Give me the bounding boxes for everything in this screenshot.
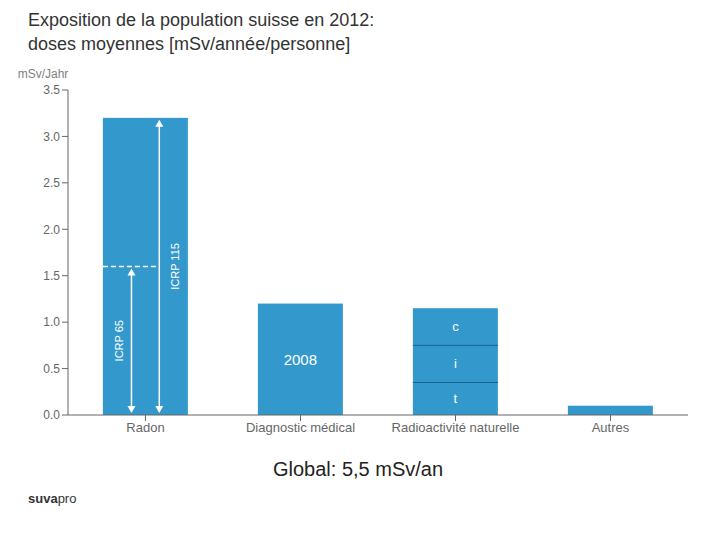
- svg-text:Radioactivité naturelle: Radioactivité naturelle: [392, 420, 520, 435]
- html-text:doses moyennes [mSv/année/pers: doses moyennes [mSv/année/personne]: [28, 34, 351, 54]
- svg-text:0.0: 0.0: [43, 408, 60, 422]
- svg-text:2.5: 2.5: [43, 176, 60, 190]
- svg-text:Diagnostic médical: Diagnostic médical: [246, 420, 355, 435]
- svg-text:mSv/Jahr: mSv/Jahr: [18, 67, 69, 81]
- svg-text:Radon: Radon: [126, 420, 164, 435]
- svg-text:0.5: 0.5: [43, 362, 60, 376]
- svg-text:c: c: [452, 319, 459, 334]
- svg-text:3.0: 3.0: [43, 130, 60, 144]
- html-text:Global: 5,5 mSv/an: Global: 5,5 mSv/an: [273, 458, 443, 480]
- html-text:Exposition de la population su: Exposition de la population suisse en 20…: [28, 10, 375, 30]
- svg-text:ICRP 65: ICRP 65: [113, 320, 125, 361]
- svg-text:Autres: Autres: [592, 420, 630, 435]
- svg-text:2.0: 2.0: [43, 223, 60, 237]
- html-text:suva pro: suva pro: [28, 491, 77, 506]
- svg-text:ICRP 115: ICRP 115: [169, 243, 181, 290]
- svg-text:1.5: 1.5: [43, 269, 60, 283]
- svg-text:i: i: [454, 356, 457, 371]
- svg-text:1.0: 1.0: [43, 315, 60, 329]
- svg-text:3.5: 3.5: [43, 83, 60, 97]
- svg-text:2008: 2008: [284, 351, 317, 368]
- svg-text:t: t: [454, 391, 458, 406]
